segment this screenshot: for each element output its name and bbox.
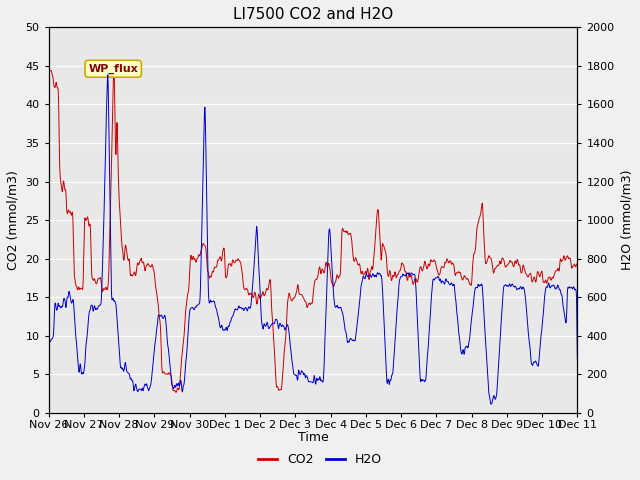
X-axis label: Time: Time [298, 431, 328, 444]
Y-axis label: CO2 (mmol/m3): CO2 (mmol/m3) [7, 170, 20, 270]
Y-axis label: H2O (mmol/m3): H2O (mmol/m3) [620, 170, 633, 270]
Legend: CO2, H2O: CO2, H2O [253, 448, 387, 471]
Title: LI7500 CO2 and H2O: LI7500 CO2 and H2O [233, 7, 393, 22]
Text: WP_flux: WP_flux [88, 64, 138, 74]
